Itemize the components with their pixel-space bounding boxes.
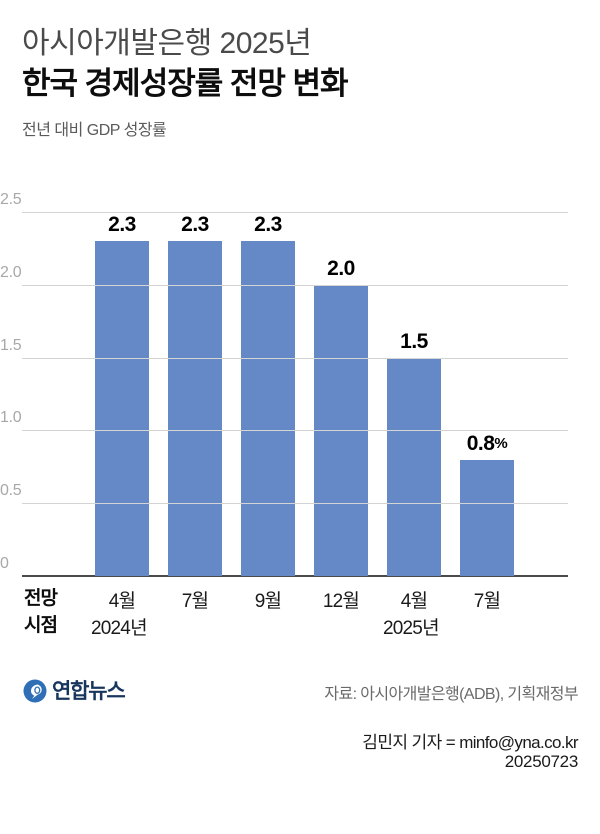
publish-date: 20250723 xyxy=(504,752,579,771)
chart-footer: 연합뉴스 자료: 아시아개발은행(ADB), 기획재정부 김민지 기자 = mi… xyxy=(0,672,600,834)
y-axis-tick-label: 1.5 xyxy=(0,336,22,354)
bar[interactable] xyxy=(95,241,149,576)
bar-group[interactable]: 2.0 xyxy=(314,212,368,576)
x-axis-category-label: 4월 xyxy=(400,591,428,612)
x-axis-category-label: 4월 xyxy=(108,591,136,612)
chart-subtitle: 전년 대비 GDP 성장률 xyxy=(22,121,167,139)
yonhap-logo-text: 연합뉴스 xyxy=(52,679,126,703)
y-axis-tick-label: 1.0 xyxy=(0,409,22,427)
bar-group[interactable]: 1.5 xyxy=(387,212,441,576)
bar-group[interactable]: 0.8% xyxy=(460,212,514,576)
y-axis-tick-label: 0 xyxy=(0,555,9,572)
bar-group[interactable]: 2.3 xyxy=(241,212,295,576)
bar-value-label: 2.3 xyxy=(254,213,282,237)
gridline xyxy=(22,430,568,432)
gridline xyxy=(22,284,568,286)
bar-series: 2.3 2.3 2.3 2.0 1.5 0.8% xyxy=(95,212,576,576)
yonhap-emblem-icon xyxy=(22,678,48,704)
x-axis-category-label: 12월 xyxy=(322,591,360,612)
x-axis-year-2025: 2025년 xyxy=(383,618,440,639)
gridline xyxy=(22,503,568,505)
gridline xyxy=(22,576,568,577)
x-axis-title: 전망 시점 xyxy=(24,586,58,640)
bar-value-label: 1.5 xyxy=(400,329,428,353)
bar[interactable] xyxy=(241,241,295,576)
bar-chart: 2.3 2.3 2.3 2.0 1.5 0.8% 2.5 2.0 1.5 1.0 0.5 0 xyxy=(0,191,600,586)
bar-value-label: 2.3 xyxy=(181,213,209,237)
y-axis-tick-label: 2.5 xyxy=(0,191,22,208)
source-credit: 자료: 아시아개발은행(ADB), 기획재정부 xyxy=(324,686,578,703)
bar[interactable] xyxy=(387,357,441,576)
chart-header: 아시아개발은행 2025년 한국 경제성장률 전망 변화 전년 대비 GDP 성… xyxy=(0,0,600,140)
x-axis-category-label: 7월 xyxy=(473,591,501,612)
bar-value-label: 0.8% xyxy=(466,431,508,455)
gridline xyxy=(22,357,568,359)
bar-value-label: 2.3 xyxy=(108,213,136,237)
x-axis-labels: 전망 시점 4월 7월 9월 12월 4월 7월 2024년 2025년 xyxy=(0,586,600,648)
bar[interactable] xyxy=(460,459,514,576)
x-axis-title-line-2: 시점 xyxy=(24,614,58,636)
plot-area: 2.3 2.3 2.3 2.0 1.5 0.8% xyxy=(22,212,568,577)
bar-group[interactable]: 2.3 xyxy=(168,212,222,576)
x-axis-baseline xyxy=(22,575,568,577)
reporter-byline: 김민지 기자 = minfo@yna.co.kr xyxy=(362,733,578,752)
x-axis-year-2024: 2024년 xyxy=(91,618,148,639)
yonhap-logo[interactable]: 연합뉴스 xyxy=(22,678,126,704)
bar[interactable] xyxy=(168,241,222,576)
x-axis-title-line-1: 전망 xyxy=(24,588,58,609)
y-axis-tick-label: 0.5 xyxy=(0,482,22,500)
page-title-secondary: 아시아개발은행 2025년 xyxy=(22,27,312,60)
x-axis-category-label: 9월 xyxy=(254,591,282,612)
y-axis-tick-label: 2.0 xyxy=(0,263,22,281)
page-title-main: 한국 경제성장률 전망 변화 xyxy=(22,66,349,101)
x-axis-category-label: 7월 xyxy=(181,591,209,612)
gridline xyxy=(22,212,568,213)
bar-group[interactable]: 2.3 xyxy=(95,212,149,576)
bar-value-label: 2.0 xyxy=(327,256,355,280)
